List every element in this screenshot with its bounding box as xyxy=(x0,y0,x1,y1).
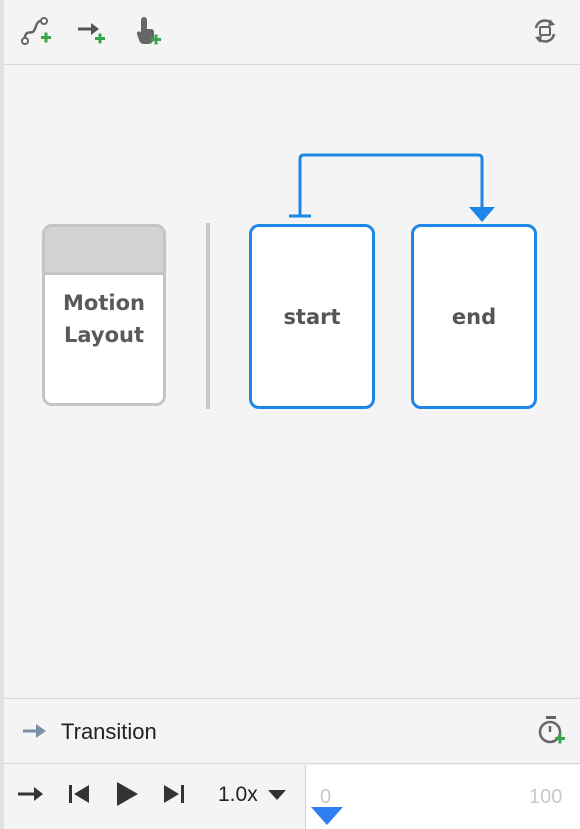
create-transition-button[interactable] xyxy=(74,14,108,48)
speed-dropdown[interactable]: 1.0x xyxy=(218,783,286,807)
motion-layout-label: Motion Layout xyxy=(45,287,163,351)
speed-value: 1.0x xyxy=(218,783,258,806)
canvas-divider xyxy=(206,223,210,409)
play-button[interactable] xyxy=(111,779,141,809)
refresh-sync-icon xyxy=(534,19,556,43)
create-constraint-set-button[interactable] xyxy=(18,14,52,48)
motion-layout-label-line1: Motion xyxy=(63,291,145,315)
transition-panel-header: Transition xyxy=(4,698,580,764)
left-border xyxy=(0,0,4,829)
skip-previous-icon xyxy=(69,785,89,803)
transition-arrow-icon xyxy=(23,724,46,738)
create-click-handler-button[interactable] xyxy=(130,14,164,48)
timeline-ruler[interactable]: 0 100 xyxy=(305,765,580,829)
create-click-handler-icon xyxy=(136,17,161,45)
constraint-set-end[interactable]: end xyxy=(411,224,537,409)
transition-arrowhead xyxy=(469,207,495,222)
motion-layout-card[interactable]: Motion Layout xyxy=(42,224,166,406)
playback-controls: 1.0x 0 100 xyxy=(4,765,580,829)
skip-next-icon xyxy=(164,785,184,803)
motion-layout-label-line2: Layout xyxy=(63,323,144,347)
create-constraint-set-icon xyxy=(21,17,51,45)
toolbar xyxy=(4,0,580,65)
refresh-sync-button[interactable] xyxy=(528,14,562,48)
transition-line[interactable] xyxy=(298,153,484,216)
timeline-start-label: 0 xyxy=(320,786,332,808)
jump-to-end-button[interactable] xyxy=(159,779,189,809)
state-label-start: start xyxy=(283,304,341,329)
motion-layout-card-header xyxy=(45,227,163,275)
timeline-end-label: 100 xyxy=(529,786,563,808)
transition-title: Transition xyxy=(61,719,157,744)
state-label-end: end xyxy=(451,304,497,329)
playhead-marker[interactable] xyxy=(311,807,343,825)
create-key-cycle-button[interactable] xyxy=(534,713,568,747)
motion-editor-canvas: Motion Layout start end xyxy=(4,65,580,697)
jump-to-start-button[interactable] xyxy=(64,779,94,809)
arrow-right-icon xyxy=(18,787,43,801)
create-transition-icon xyxy=(78,23,105,44)
stopwatch-add-icon xyxy=(538,716,565,744)
chevron-down-icon xyxy=(267,790,286,800)
constraint-set-start[interactable]: start xyxy=(249,224,375,409)
play-icon xyxy=(117,782,138,806)
direction-button[interactable] xyxy=(16,779,46,809)
